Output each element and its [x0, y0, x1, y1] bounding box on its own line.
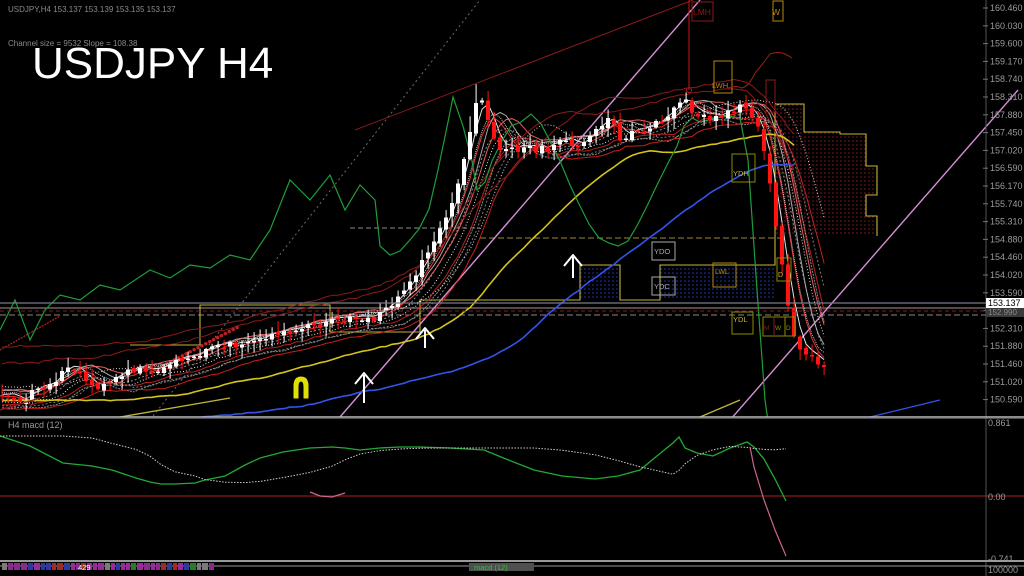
svg-text:H4 macd (12): H4 macd (12): [8, 420, 63, 430]
svg-text:152.990: 152.990: [988, 308, 1017, 317]
svg-text:LWL: LWL: [715, 269, 729, 276]
svg-text:0.861: 0.861: [988, 418, 1011, 428]
svg-text:157.880: 157.880: [990, 110, 1023, 120]
svg-text:155.310: 155.310: [990, 217, 1023, 227]
svg-text:151.880: 151.880: [990, 341, 1023, 351]
svg-text:USDJPY H4: USDJPY H4: [32, 39, 273, 88]
svg-text:LWH: LWH: [712, 81, 728, 90]
svg-text:159.170: 159.170: [990, 56, 1023, 66]
svg-text:160.460: 160.460: [990, 3, 1023, 13]
svg-text:YDL: YDL: [733, 315, 748, 324]
svg-text:156.170: 156.170: [990, 181, 1023, 191]
svg-text:159.600: 159.600: [990, 39, 1023, 49]
svg-text:YDC: YDC: [654, 282, 670, 291]
svg-text:154.460: 154.460: [990, 252, 1023, 262]
svg-text:YDH: YDH: [733, 169, 749, 178]
svg-text:D: D: [778, 272, 783, 279]
svg-text:150.590: 150.590: [990, 395, 1023, 405]
svg-text:D: D: [786, 325, 791, 332]
svg-text:154.020: 154.020: [990, 270, 1023, 280]
svg-text:macd (12): macd (12): [474, 563, 508, 572]
svg-text:USDJPY,H4 153.137 153.139 153: USDJPY,H4 153.137 153.139 153.135 153.13…: [8, 5, 176, 14]
svg-text:157.020: 157.020: [990, 145, 1023, 155]
svg-text:152.310: 152.310: [990, 323, 1023, 333]
svg-text:429: 429: [78, 563, 91, 572]
svg-text:151.020: 151.020: [990, 377, 1023, 387]
svg-text:153.137: 153.137: [988, 298, 1021, 308]
svg-text:M: M: [764, 325, 769, 332]
svg-text:151.460: 151.460: [990, 359, 1023, 369]
svg-text:154.880: 154.880: [990, 234, 1023, 244]
svg-text:160.030: 160.030: [990, 21, 1023, 31]
svg-text:W: W: [772, 7, 780, 17]
svg-text:158.310: 158.310: [990, 92, 1023, 102]
svg-text:YDO: YDO: [654, 247, 670, 256]
svg-text:LMH: LMH: [693, 7, 711, 17]
svg-text:156.590: 156.590: [990, 163, 1023, 173]
svg-text:155.740: 155.740: [990, 199, 1023, 209]
svg-text:W: W: [775, 325, 782, 332]
svg-text:0.00: 0.00: [988, 492, 1006, 502]
svg-text:-0.741: -0.741: [988, 554, 1014, 564]
svg-text:157.450: 157.450: [990, 128, 1023, 138]
svg-text:153.590: 153.590: [990, 288, 1023, 298]
svg-text:158.740: 158.740: [990, 74, 1023, 84]
